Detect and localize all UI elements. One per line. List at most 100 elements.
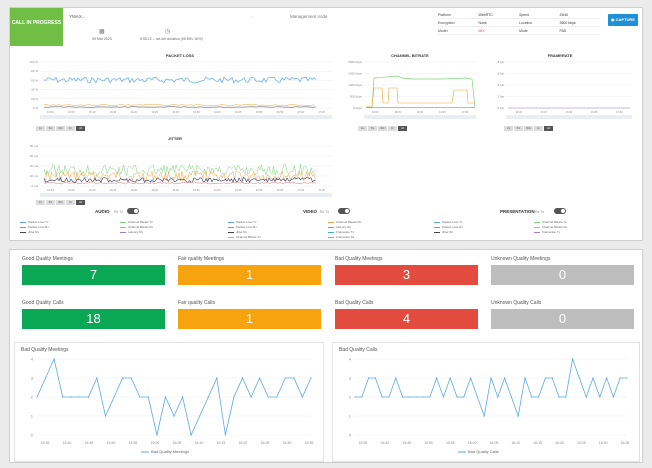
data-point[interactable] (122, 377, 124, 379)
presentation-toggle[interactable] (554, 208, 566, 214)
data-point[interactable] (558, 396, 560, 398)
data-point[interactable] (388, 396, 390, 398)
legend-item[interactable]: Packet Loss Rx (20, 225, 49, 229)
legend-item[interactable]: Channel Bitrate Tx (534, 220, 567, 224)
range-button[interactable]: 1h (534, 126, 543, 131)
range-button[interactable]: 30m (56, 126, 65, 131)
data-point[interactable] (470, 377, 472, 379)
range-button[interactable]: 1m (36, 126, 45, 131)
data-point[interactable] (524, 377, 526, 379)
data-point[interactable] (551, 377, 553, 379)
data-point[interactable] (87, 396, 89, 398)
legend-item[interactable]: Channel Bitrate Rx (328, 220, 361, 224)
data-point[interactable] (130, 377, 132, 379)
data-point[interactable] (578, 377, 580, 379)
capture-button[interactable]: ◉ CAPTURE (608, 14, 638, 26)
data-point[interactable] (104, 415, 107, 417)
stat-value-box[interactable]: 1 (178, 265, 321, 285)
legend-item[interactable]: Framerate Tx (534, 230, 560, 234)
data-point[interactable] (45, 377, 47, 379)
data-point[interactable] (368, 377, 370, 379)
legend-item[interactable]: Packet Loss Rx (434, 225, 463, 229)
legend-item[interactable]: Channel Bitrate Tx (120, 220, 153, 224)
data-point[interactable] (449, 377, 451, 379)
data-point[interactable] (301, 396, 303, 398)
range-button[interactable]: 1m (36, 200, 45, 205)
data-point[interactable] (626, 377, 628, 379)
range-navigator[interactable] (364, 115, 476, 119)
legend-item[interactable]: Jitter Rx (20, 230, 39, 234)
legend-item[interactable]: Latency Rx (120, 230, 143, 234)
data-point[interactable] (429, 396, 431, 398)
range-button[interactable]: 5m (514, 126, 523, 131)
audio-toggle[interactable] (127, 208, 139, 214)
legend-item[interactable]: Packet Loss Tx (228, 220, 256, 224)
data-point[interactable] (182, 396, 184, 398)
range-navigator[interactable] (506, 115, 632, 119)
data-point[interactable] (592, 377, 594, 379)
data-point[interactable] (139, 396, 141, 398)
data-point[interactable] (517, 415, 519, 417)
range-button[interactable]: 1m (504, 126, 513, 131)
legend-item[interactable]: Packet Loss Tx (20, 220, 48, 224)
data-point[interactable] (408, 396, 410, 398)
data-point[interactable] (463, 396, 465, 398)
data-point[interactable] (490, 377, 492, 379)
data-point[interactable] (504, 377, 506, 379)
data-point[interactable] (606, 377, 608, 379)
data-point[interactable] (538, 396, 540, 398)
data-point[interactable] (70, 396, 72, 398)
data-point[interactable] (267, 396, 269, 398)
legend-item[interactable]: Jitter Rx (228, 230, 247, 234)
legend-item[interactable]: Channel Bitrate Rx (534, 225, 567, 229)
data-point[interactable] (565, 396, 567, 398)
stat-value-box[interactable]: 0 (491, 265, 634, 285)
data-point[interactable] (483, 415, 485, 417)
data-point[interactable] (476, 396, 478, 398)
range-button[interactable]: 30m (524, 126, 533, 131)
legend-item[interactable]: Channel Bitrate Tx (228, 235, 261, 239)
range-button[interactable]: All (76, 200, 85, 205)
data-point[interactable] (250, 396, 252, 398)
range-button[interactable]: 5m (46, 126, 55, 131)
data-point[interactable] (310, 377, 312, 379)
legend-item[interactable]: Channel Bitrate Rx (120, 225, 153, 229)
data-point[interactable] (207, 396, 209, 398)
data-point[interactable] (293, 377, 295, 379)
data-point[interactable] (497, 396, 499, 398)
data-point[interactable] (259, 377, 261, 379)
stat-value-box[interactable]: 4 (335, 309, 478, 329)
data-point[interactable] (190, 434, 192, 436)
data-point[interactable] (599, 396, 601, 398)
data-point[interactable] (156, 434, 158, 436)
range-button[interactable]: 30m (56, 200, 65, 205)
data-point[interactable] (241, 377, 244, 379)
data-point[interactable] (442, 396, 444, 398)
data-point[interactable] (381, 396, 383, 398)
range-navigator[interactable] (40, 115, 332, 119)
data-point[interactable] (53, 358, 55, 360)
data-point[interactable] (36, 396, 38, 398)
data-point[interactable] (62, 396, 64, 398)
range-button[interactable]: 5m (46, 200, 55, 205)
range-button[interactable]: 1h (66, 126, 75, 131)
data-point[interactable] (374, 377, 376, 379)
range-button[interactable]: 30m (378, 126, 387, 131)
data-point[interactable] (436, 377, 438, 379)
data-point[interactable] (284, 377, 286, 379)
data-point[interactable] (395, 377, 397, 379)
stat-value-box[interactable]: 1 (178, 309, 321, 329)
data-point[interactable] (164, 396, 166, 398)
data-point[interactable] (402, 396, 404, 398)
data-point[interactable] (619, 377, 621, 379)
legend-item[interactable]: Latency Rx (328, 225, 351, 229)
data-point[interactable] (572, 358, 574, 360)
data-point[interactable] (585, 396, 587, 398)
data-point[interactable] (199, 415, 201, 417)
data-point[interactable] (233, 396, 235, 398)
data-point[interactable] (456, 396, 458, 398)
data-point[interactable] (354, 396, 356, 398)
data-point[interactable] (147, 396, 149, 398)
range-button[interactable]: 1h (66, 200, 75, 205)
range-button[interactable]: All (398, 126, 407, 131)
